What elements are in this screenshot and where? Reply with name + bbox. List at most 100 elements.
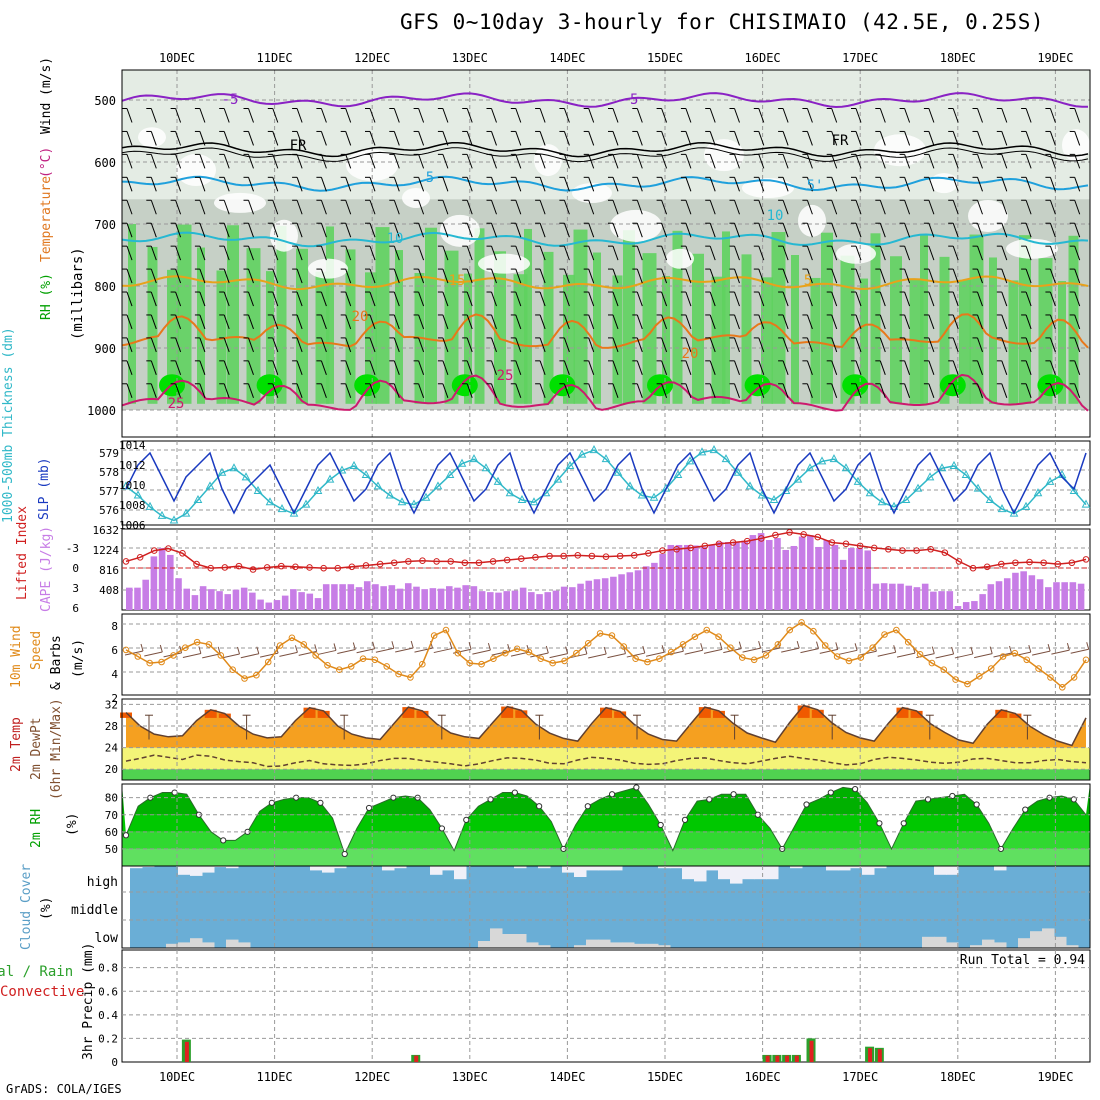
- upper-wind-barb: [515, 154, 522, 169]
- rh-saturated-cell: [744, 374, 771, 397]
- rh-dry-patch: [214, 192, 266, 213]
- wind-speed-line-marker: [442, 626, 450, 634]
- li-line-marker: [786, 529, 793, 536]
- upper-wind-barb: [1001, 291, 1008, 307]
- wind-barb-tick: [661, 645, 665, 653]
- cape-bar: [232, 589, 240, 610]
- upper-wind-barb: [442, 337, 449, 353]
- cloud-high-gap: [742, 866, 755, 880]
- li-line-marker: [390, 559, 398, 567]
- cape-bar: [560, 586, 568, 610]
- thickness-line-marker: [601, 454, 611, 463]
- precip-total-label: Total / Rain: [0, 964, 73, 980]
- upper-wind-barb: [928, 245, 935, 261]
- li-line-marker: [517, 555, 525, 563]
- li-line-marker: [814, 533, 822, 541]
- upper-wind-barb: [491, 268, 497, 284]
- wind-speed-line-marker: [857, 654, 865, 661]
- upper-wind-barb: [223, 245, 230, 261]
- rh-dry-patch: [308, 258, 348, 279]
- temperature-contour: [121, 141, 1089, 158]
- upper-wind-barb: [393, 383, 400, 398]
- upper-wind-barb: [831, 200, 838, 215]
- rh-moist-column: [494, 251, 506, 404]
- thickness-line-marker: [865, 488, 875, 497]
- chart-title: GFS 0~10day 3-hourly for CHISIMAIO (42.5…: [400, 10, 1045, 34]
- upper-wind-barb: [758, 360, 765, 376]
- thickness-line-marker: [1069, 485, 1079, 494]
- cloud-high-gap: [718, 866, 731, 880]
- upper-wind-barb: [612, 360, 619, 376]
- cape-bar: [733, 541, 740, 610]
- cape-bar: [823, 540, 830, 610]
- cape-bar: [962, 602, 970, 610]
- cape-bar: [536, 594, 543, 610]
- wind-speed-line-marker: [229, 666, 236, 674]
- wind-barb-tick: [931, 646, 935, 654]
- upper-wind-barb: [977, 337, 983, 353]
- wind-barb: [781, 647, 800, 653]
- upper-wind-barb: [831, 154, 838, 169]
- upper-wind-barb: [806, 268, 813, 284]
- upper-wind-barb: [175, 314, 182, 330]
- upper-wind-barb: [1074, 154, 1081, 169]
- upper-wind-barb: [466, 223, 473, 238]
- upper-wind-barb: [199, 360, 206, 376]
- contour-label: FR: [832, 133, 849, 149]
- upper-wind-barb: [175, 177, 182, 192]
- rh-moist-column: [375, 227, 390, 404]
- cape-bar: [322, 584, 330, 610]
- upper-wind-barb: [612, 223, 619, 238]
- wind-speed-line-marker: [170, 652, 177, 659]
- upper-wind-barb: [709, 383, 716, 398]
- thickness-line-marker: [961, 469, 971, 479]
- thickness-line-marker: [505, 488, 515, 497]
- cape-bar: [618, 574, 625, 610]
- upper-wind-barb: [1074, 177, 1081, 192]
- thickness-line-marker: [757, 490, 767, 499]
- thickness-line-marker: [325, 474, 335, 483]
- cape-bar: [1077, 583, 1085, 610]
- upper-wind-barb: [685, 268, 692, 284]
- upper-wind-barb: [199, 291, 206, 307]
- wind-barb: [1031, 650, 1051, 656]
- upper-wind-barb: [636, 291, 643, 307]
- thickness-line-marker: [1045, 476, 1055, 485]
- wind-speed-line-marker: [490, 655, 497, 663]
- cloud-low-bar: [610, 942, 623, 948]
- upper-wind-barb: [272, 245, 279, 261]
- li-line-marker: [249, 566, 257, 573]
- wind-speed-line-marker: [395, 670, 402, 678]
- li-line-marker: [673, 545, 680, 553]
- cape-bar: [306, 593, 314, 610]
- upper-wind-barb: [126, 383, 133, 398]
- cloud-high-gap: [610, 866, 623, 871]
- precip-convective-label: Convective: [0, 984, 84, 1000]
- upper-wind-barb: [952, 131, 959, 146]
- upper-wind-barb: [466, 360, 473, 376]
- wind-barb: [703, 648, 723, 654]
- thickness-line-marker: [949, 460, 959, 469]
- upper-wind-barb: [904, 314, 911, 330]
- temperature-unit-label: (°C): [39, 147, 54, 178]
- wind-barb: [163, 652, 182, 658]
- cape-bar: [889, 583, 896, 610]
- upper-wind-barb: [515, 268, 522, 284]
- wind-speed-line-marker: [513, 645, 521, 653]
- thickness-line-marker: [913, 483, 923, 492]
- wind-speed-line-marker: [893, 626, 900, 634]
- upper-wind-barb: [661, 223, 668, 238]
- li-line-marker: [1054, 560, 1062, 568]
- upper-wind-barb: [588, 314, 595, 330]
- temp-hot-fill: [600, 707, 612, 718]
- precip-frame: [121, 949, 1091, 1063]
- x-label-bottom: 18DEC: [940, 1070, 976, 1084]
- thickness-line-marker: [625, 481, 635, 490]
- upper-wind-barb: [588, 200, 595, 215]
- precip-tick: 0.2: [98, 1032, 118, 1045]
- upper-wind-barb: [1025, 200, 1032, 215]
- upper-wind-barb: [393, 154, 400, 169]
- cape-bar: [429, 588, 437, 610]
- cape-bar: [528, 592, 535, 610]
- wind-barb-tick: [970, 646, 974, 655]
